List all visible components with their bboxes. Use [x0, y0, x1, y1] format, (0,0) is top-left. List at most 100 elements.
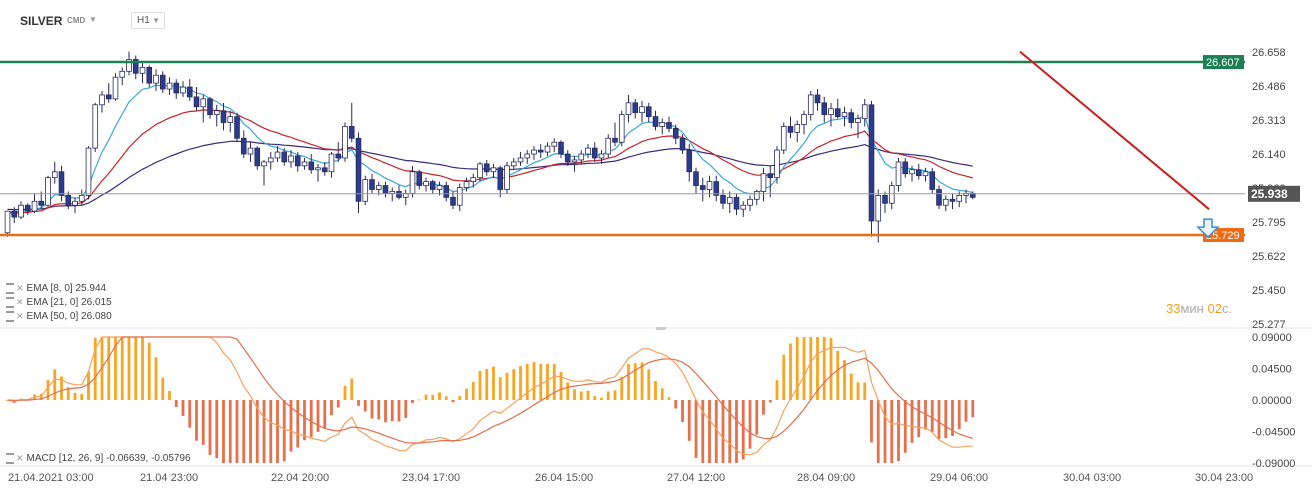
- candle: [558, 140, 564, 158]
- macd-histogram-bar: [276, 400, 279, 463]
- macd-histogram-bar: [971, 400, 975, 418]
- macd-histogram-bar: [195, 400, 198, 441]
- settings-icon[interactable]: [6, 283, 14, 294]
- settings-icon[interactable]: [6, 311, 14, 322]
- candle-body: [679, 137, 686, 151]
- candle: [186, 79, 193, 101]
- candle: [240, 130, 247, 158]
- candle-body: [355, 137, 362, 202]
- price-tick-label: 26.658: [1252, 47, 1286, 59]
- candle: [936, 185, 942, 210]
- candle-body: [888, 185, 895, 204]
- candle: [159, 71, 166, 93]
- candle: [686, 144, 693, 182]
- candle: [45, 175, 51, 208]
- candle: [483, 159, 490, 176]
- macd-histogram-bar: [687, 400, 691, 441]
- candle-body: [504, 165, 510, 190]
- macd-histogram-bar: [708, 400, 711, 463]
- candle-body: [180, 86, 186, 94]
- candle-body: [915, 169, 922, 177]
- macd-histogram-bar: [181, 400, 185, 416]
- candle: [801, 110, 807, 135]
- candle-body: [524, 153, 531, 159]
- candle: [369, 173, 375, 194]
- market-label[interactable]: CMD: [67, 16, 86, 25]
- macd-histogram-bar: [681, 400, 684, 422]
- timeframe-select[interactable]: H1 ▼: [131, 12, 165, 29]
- candle-body: [652, 116, 659, 127]
- close-icon[interactable]: ✕: [16, 453, 24, 464]
- macd-histogram-bar: [46, 380, 50, 400]
- candle-body: [267, 157, 274, 163]
- candle: [821, 96, 828, 123]
- candle-body: [450, 196, 456, 206]
- price-tick-label: 25.450: [1252, 285, 1286, 297]
- candle: [551, 138, 558, 153]
- candle-countdown: 33мин 02с.: [1166, 301, 1232, 316]
- macd-histogram-bar: [741, 400, 745, 460]
- price-tick-label: 26.486: [1252, 81, 1286, 93]
- candle: [342, 122, 348, 162]
- macd-histogram-bar: [829, 338, 833, 400]
- candle: [767, 165, 774, 198]
- macd-histogram-bar: [613, 390, 617, 400]
- candle-body: [686, 149, 693, 173]
- settings-icon[interactable]: [6, 297, 14, 308]
- candle-body: [200, 98, 207, 108]
- indicator-ema21[interactable]: ✕ EMA [21, 0] 26.015: [6, 297, 112, 308]
- market-dropdown-icon[interactable]: ▼: [89, 15, 97, 24]
- ema8-value: 25.944: [75, 283, 107, 295]
- candle-body: [713, 181, 720, 196]
- time-tick-label: 23.04 17:00: [402, 472, 460, 484]
- macd-signal-line: [7, 336, 973, 444]
- macd-histogram-bar: [660, 388, 664, 400]
- candle: [200, 94, 207, 123]
- candle: [4, 210, 11, 237]
- settings-icon[interactable]: [6, 453, 14, 464]
- candle-body: [173, 82, 180, 94]
- macd-histogram-bar: [910, 400, 914, 443]
- macd-histogram-bar: [39, 393, 43, 400]
- macd-histogram-bar: [249, 400, 252, 463]
- candle: [753, 189, 760, 206]
- candle: [267, 152, 274, 170]
- candle: [497, 165, 504, 198]
- indicator-ema50[interactable]: ✕ EMA [50, 0] 26.080: [6, 311, 112, 322]
- candle: [443, 181, 450, 202]
- down-arrow-icon: [1196, 218, 1220, 239]
- close-icon[interactable]: ✕: [16, 283, 24, 294]
- candle: [814, 89, 821, 111]
- macd-histogram-bar: [566, 382, 570, 400]
- candle: [301, 157, 308, 170]
- close-icon[interactable]: ✕: [16, 297, 24, 308]
- macd-histogram-bar: [633, 363, 637, 400]
- price-tick-label: 25.277: [1252, 319, 1286, 331]
- symbol-label[interactable]: SILVER: [20, 14, 63, 28]
- macd-histogram-bar: [532, 362, 536, 400]
- timer-minutes: 33: [1166, 301, 1181, 316]
- ema50-params: [50, 0]: [50, 311, 79, 323]
- candle-body: [639, 106, 645, 114]
- indicator-macd[interactable]: ✕ MACD [12, 26, 9] -0.06639, -0.05796: [6, 453, 191, 464]
- macd-histogram-bar: [512, 369, 516, 400]
- candle-body: [369, 179, 375, 190]
- candle-body: [288, 155, 294, 163]
- macd-histogram-bar: [417, 399, 421, 401]
- macd-histogram-bar: [606, 391, 610, 400]
- macd-histogram-bar: [465, 388, 468, 400]
- candle-body: [443, 185, 450, 198]
- macd-histogram-bar: [870, 400, 873, 443]
- close-icon[interactable]: ✕: [16, 311, 24, 322]
- candle-body: [720, 194, 726, 204]
- macd-histogram-bar: [323, 400, 327, 429]
- macd-histogram-bar: [593, 395, 597, 400]
- candle: [909, 165, 915, 182]
- candle-body: [814, 94, 821, 104]
- indicator-ema8[interactable]: ✕ EMA [8, 0] 25.944: [6, 283, 106, 294]
- ema50-line: [7, 140, 973, 211]
- candle-body: [875, 194, 882, 222]
- candle: [328, 152, 335, 178]
- time-tick-label: 30.04 03:00: [1063, 472, 1121, 484]
